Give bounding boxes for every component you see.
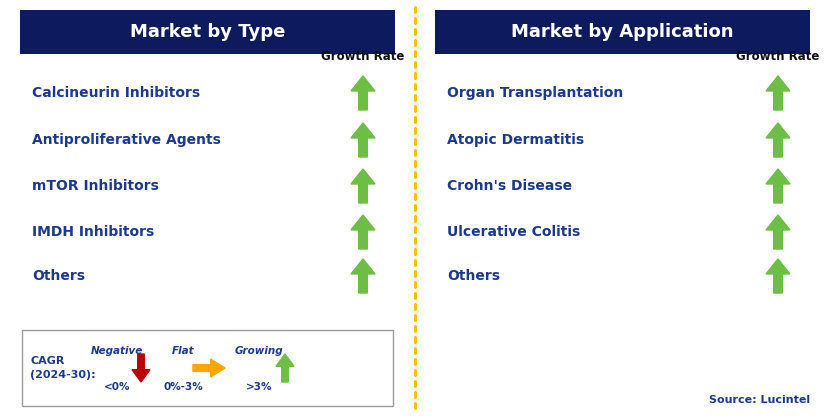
Polygon shape (351, 259, 375, 293)
Text: Growth Rate: Growth Rate (736, 49, 820, 63)
Polygon shape (351, 215, 375, 249)
Text: CAGR
(2024-30):: CAGR (2024-30): (30, 356, 95, 380)
Polygon shape (766, 169, 790, 203)
Polygon shape (766, 215, 790, 249)
Text: Antiproliferative Agents: Antiproliferative Agents (32, 133, 221, 147)
Text: >3%: >3% (246, 382, 272, 392)
Text: Atopic Dermatitis: Atopic Dermatitis (447, 133, 584, 147)
Text: <0%: <0% (104, 382, 130, 392)
Polygon shape (276, 354, 294, 382)
Polygon shape (132, 354, 150, 382)
FancyBboxPatch shape (22, 330, 393, 406)
Polygon shape (193, 359, 225, 377)
Text: Growth Rate: Growth Rate (321, 49, 405, 63)
Text: IMDH Inhibitors: IMDH Inhibitors (32, 225, 154, 239)
Polygon shape (766, 123, 790, 157)
Text: mTOR Inhibitors: mTOR Inhibitors (32, 179, 159, 193)
Text: 0%-3%: 0%-3% (164, 382, 203, 392)
Polygon shape (766, 76, 790, 110)
FancyBboxPatch shape (435, 10, 810, 54)
Text: Negative: Negative (90, 346, 143, 356)
Text: Organ Transplantation: Organ Transplantation (447, 86, 623, 100)
Text: Calcineurin Inhibitors: Calcineurin Inhibitors (32, 86, 200, 100)
Text: Others: Others (32, 269, 85, 283)
Polygon shape (351, 76, 375, 110)
Text: Crohn's Disease: Crohn's Disease (447, 179, 572, 193)
Text: Others: Others (447, 269, 500, 283)
Text: Growing: Growing (235, 346, 283, 356)
Text: Source: Lucintel: Source: Lucintel (709, 395, 810, 405)
Polygon shape (351, 123, 375, 157)
Text: Market by Application: Market by Application (511, 23, 734, 41)
Text: Market by Type: Market by Type (129, 23, 286, 41)
FancyBboxPatch shape (20, 10, 395, 54)
Polygon shape (766, 259, 790, 293)
Text: Flat: Flat (172, 346, 194, 356)
Polygon shape (351, 169, 375, 203)
Text: Ulcerative Colitis: Ulcerative Colitis (447, 225, 580, 239)
